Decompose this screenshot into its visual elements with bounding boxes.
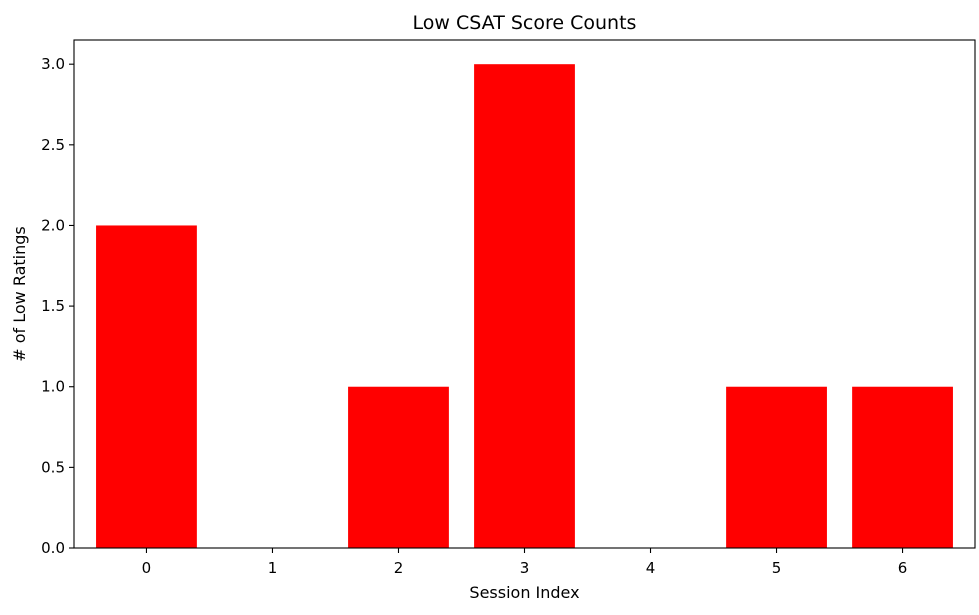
bar-session-2 [348,386,449,548]
x-axis-label: Session Index [469,583,579,602]
x-tick-label: 4 [646,559,656,577]
bar-session-0 [96,225,197,548]
y-tick-label: 3.0 [41,55,65,73]
x-tick-label: 1 [268,559,278,577]
chart-title: Low CSAT Score Counts [413,12,637,34]
x-tick-label: 3 [520,559,530,577]
y-tick-label: 2.5 [41,136,65,154]
x-tick-label: 2 [394,559,404,577]
bar-session-5 [726,386,827,548]
x-tick-label: 6 [898,559,908,577]
ticks-layer: 0 1 2 3 4 5 6 0.0 0.5 1.0 1.5 2.0 2.5 3.0 [41,55,907,577]
x-tick-label: 0 [142,559,152,577]
x-tick-label: 5 [772,559,782,577]
y-tick-label: 1.0 [41,378,65,396]
y-tick-label: 2.0 [41,216,65,234]
y-tick-label: 0.5 [41,458,65,476]
y-tick-label: 1.5 [41,297,65,315]
plot-frame [73,39,976,549]
bar-session-3 [474,64,575,548]
bar-session-6 [852,386,953,548]
y-tick-label: 0.0 [41,539,65,557]
bars-layer [96,64,953,548]
y-axis-label: # of Low Ratings [10,226,29,362]
